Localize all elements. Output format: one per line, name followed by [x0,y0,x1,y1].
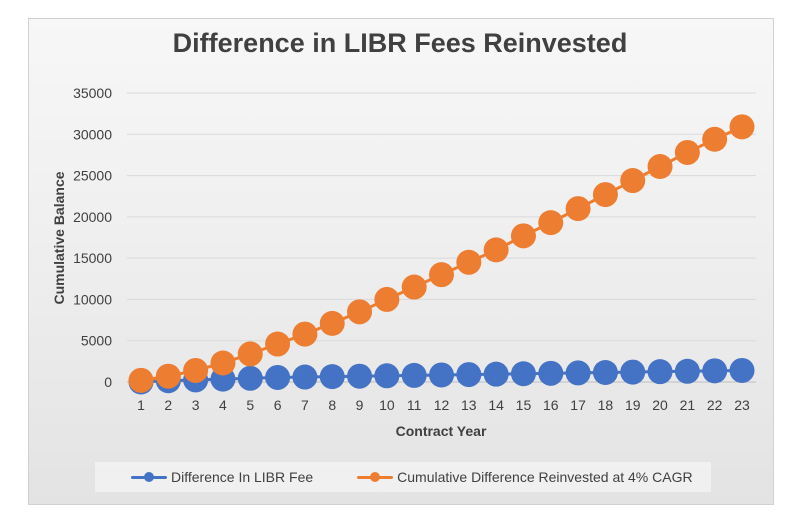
chart-legend: Difference In LIBR Fee Cumulative Differ… [95,462,711,492]
data-point-difference [265,364,291,390]
y-tick-label: 15000 [73,250,112,266]
legend-label-cumulative: Cumulative Difference Reinvested at 4% C… [397,469,693,485]
data-point-difference [702,358,728,384]
data-point-difference [292,364,318,390]
data-point-cumulative [702,126,728,152]
legend-swatch-blue [131,472,167,482]
data-point-difference [538,360,564,386]
data-point-cumulative [237,341,263,367]
legend-item-cumulative: Cumulative Difference Reinvested at 4% C… [357,469,693,485]
data-point-difference [401,362,427,388]
data-point-cumulative [292,321,318,347]
x-tick-label: 9 [356,397,364,413]
y-tick-label: 5000 [81,333,112,349]
data-point-cumulative [510,223,536,249]
data-point-cumulative [647,153,673,179]
x-tick-label: 8 [328,397,336,413]
data-point-difference [647,359,673,385]
x-tick-label: 18 [598,397,614,413]
x-tick-label: 21 [680,397,696,413]
legend-item-difference: Difference In LIBR Fee [131,469,313,485]
data-point-cumulative [620,168,646,194]
data-point-difference [319,364,345,390]
y-axis-title: Cumulative Balance [51,171,67,304]
data-point-cumulative [374,286,400,312]
data-point-difference [347,363,373,389]
data-point-cumulative [183,357,209,383]
data-point-cumulative [592,182,618,208]
x-tick-label: 11 [407,397,422,413]
data-point-cumulative [565,196,591,222]
x-tick-label: 1 [137,397,145,413]
data-point-difference [592,360,618,386]
data-point-cumulative [319,310,345,336]
data-point-cumulative [483,237,509,263]
data-point-cumulative [729,114,755,140]
y-tick-label: 0 [104,374,112,390]
x-tick-label: 22 [707,397,723,413]
y-tick-label: 35000 [73,85,112,101]
data-point-cumulative [456,249,482,275]
x-tick-label: 5 [246,397,254,413]
x-tick-label: 12 [434,397,450,413]
data-point-difference [456,362,482,388]
data-point-cumulative [210,350,236,376]
x-tick-label: 7 [301,397,309,413]
data-point-cumulative [674,139,700,165]
x-tick-label: 16 [543,397,559,413]
data-point-cumulative [538,210,564,236]
data-point-cumulative [128,367,154,393]
chart-title: Difference in LIBR Fees Reinvested [172,28,628,58]
x-axis-title: Contract Year [396,423,487,439]
x-tick-label: 2 [164,397,172,413]
legend-swatch-orange [357,472,394,482]
x-tick-label: 4 [219,397,227,413]
data-point-difference [510,361,536,387]
data-point-difference [237,365,263,391]
y-tick-label: 30000 [73,126,112,142]
x-tick-label: 19 [625,397,641,413]
data-point-cumulative [265,331,291,357]
legend-label-difference: Difference In LIBR Fee [171,469,314,485]
x-tick-label: 20 [652,397,668,413]
data-point-difference [674,358,700,384]
x-tick-label: 15 [516,397,532,413]
x-tick-label: 17 [570,397,586,413]
data-point-difference [483,361,509,387]
data-point-cumulative [347,299,373,325]
x-tick-label: 14 [488,397,504,413]
data-point-cumulative [401,274,427,300]
x-tick-label: 13 [461,397,477,413]
data-point-difference [374,363,400,389]
data-point-difference [429,362,454,388]
x-tick-label: 10 [379,397,395,413]
x-tick-label: 23 [734,397,750,413]
data-point-difference [729,357,755,383]
x-tick-label: 3 [192,397,200,413]
y-tick-label: 20000 [73,209,112,225]
x-tick-label: 6 [274,397,282,413]
y-tick-label: 10000 [73,291,112,307]
data-point-difference [620,359,646,385]
data-point-cumulative [155,363,181,389]
y-tick-label: 25000 [73,168,112,184]
chart-area [28,18,774,505]
data-point-cumulative [429,262,454,288]
data-point-difference [565,360,591,386]
